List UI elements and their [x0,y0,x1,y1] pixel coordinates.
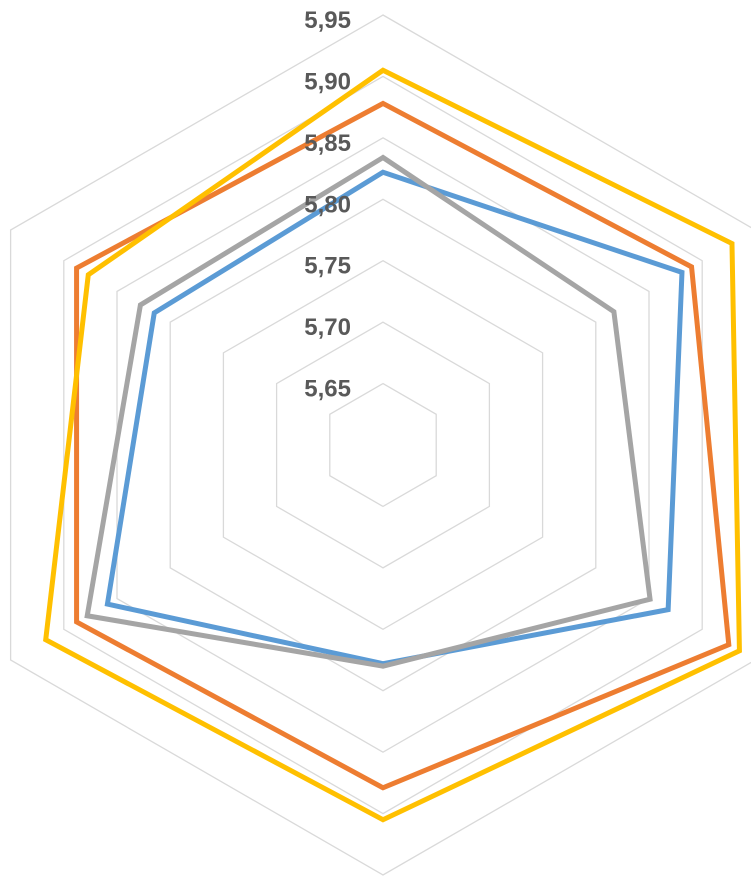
radial-tick-labels: 5,65 5,70 5,75 5,80 5,85 5,90 5,95 [304,7,351,403]
grid-ring-3 [169,198,597,692]
radial-tick-label: 5,95 [304,7,351,34]
grid-ring-6 [9,14,751,876]
radial-tick-label: 5,90 [304,68,351,95]
grid-ring-2 [222,259,544,631]
radar-grid [9,14,751,876]
radar-series [43,67,742,823]
grid-ring-0 [329,382,437,508]
radial-tick-label: 5,70 [304,314,351,341]
series-1-line [74,100,732,791]
radial-tick-label: 5,65 [304,376,351,403]
grid-ring-4 [116,137,650,753]
grid-ring-5 [63,75,703,815]
radial-tick-label: 5,80 [304,191,351,218]
radial-tick-label: 5,75 [304,253,351,280]
radial-tick-label: 5,85 [304,130,351,157]
series-2-line [84,154,653,669]
series-3-line [43,67,742,823]
grid-ring-1 [275,321,491,569]
